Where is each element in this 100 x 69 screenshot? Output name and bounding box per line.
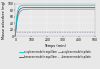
X-axis label: Temps (min): Temps (min) [44,44,66,48]
Y-axis label: Masse adsorbee (mg): Masse adsorbee (mg) [2,1,6,39]
Legend: o-xylene modele equilibre, benzene modele equilibre, o-xylene modele pilote, ben: o-xylene modele equilibre, benzene model… [19,50,91,59]
